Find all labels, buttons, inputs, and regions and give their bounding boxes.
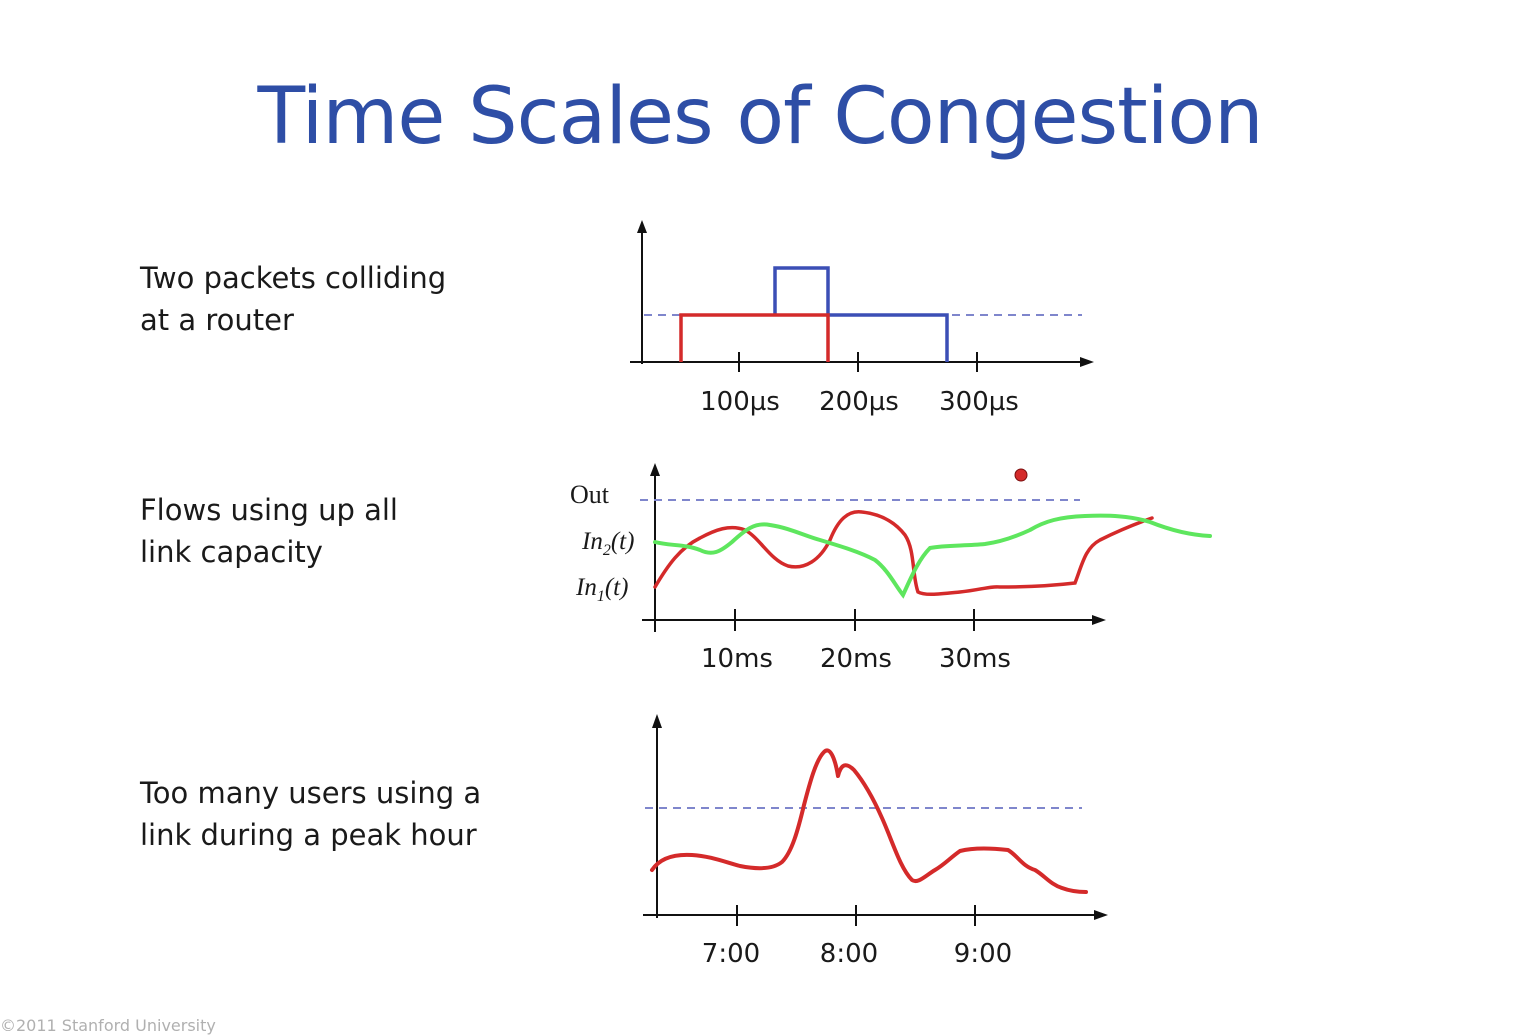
row-3-label-line-2: link during a peak hour <box>140 818 477 852</box>
in2-flow-curve <box>653 513 1212 599</box>
diagram-1-tick-label: 300µs <box>939 387 1019 417</box>
diagram-3-x-arrow <box>1094 910 1108 920</box>
diagram-3-tick-label: 8:00 <box>820 939 878 969</box>
blue-packet-trace <box>773 266 949 362</box>
diagram-3-tick-label: 9:00 <box>954 939 1012 969</box>
flows-capacity-diagram: Out In2(t) In1(t) 10ms 20ms 30ms <box>570 463 1212 674</box>
peak-hour-diagram: 7:00 8:00 9:00 <box>643 714 1108 969</box>
row-2-label-line-1: Flows using up all <box>140 493 398 527</box>
diagram-2-tick-label: 30ms <box>939 644 1011 674</box>
row-1-label: Two packets colliding at a router <box>140 257 446 341</box>
diagram-1-y-arrow <box>637 220 647 233</box>
diagram-3-y-arrow <box>652 714 662 728</box>
diagram-1-tick-label: 200µs <box>819 387 899 417</box>
in2-label: In2(t) <box>581 528 634 559</box>
diagram-1-x-arrow <box>1080 357 1094 367</box>
row-1-label-line-1: Two packets colliding <box>140 261 447 295</box>
diagram-1-tick-label: 100µs <box>700 387 780 417</box>
in1-label-suffix: (t) <box>605 574 629 601</box>
red-dot-marker <box>1014 468 1028 482</box>
packet-collision-diagram: 100µs 200µs 300µs <box>630 220 1094 417</box>
peak-hour-load-curve <box>650 748 1088 894</box>
diagram-2-tick-label: 10ms <box>701 644 773 674</box>
row-1-label-line-2: at a router <box>140 303 294 337</box>
slide-title: Time Scales of Congestion <box>257 72 1263 162</box>
in2-label-suffix: (t) <box>611 528 635 555</box>
in1-label-main: In <box>575 574 597 601</box>
diagram-2-tick-label: 20ms <box>820 644 892 674</box>
copyright-footer: ©2011 Stanford University <box>0 1016 216 1035</box>
out-label: Out <box>570 480 610 509</box>
row-3-label-line-1: Too many users using a <box>140 776 482 810</box>
in2-label-main: In <box>581 528 603 555</box>
red-packet-trace <box>679 313 830 362</box>
row-3-label: Too many users using a link during a pea… <box>140 772 481 856</box>
diagram-2-y-arrow <box>650 463 660 476</box>
in1-label-sub: 1 <box>597 588 605 605</box>
diagram-2-x-arrow <box>1092 615 1106 625</box>
row-2-label-line-2: link capacity <box>140 535 323 569</box>
in2-label-sub: 2 <box>603 542 611 559</box>
row-2-label: Flows using up all link capacity <box>140 489 398 573</box>
in1-flow-curve <box>653 510 1154 597</box>
in1-label: In1(t) <box>575 574 628 605</box>
diagram-3-tick-label: 7:00 <box>702 939 760 969</box>
